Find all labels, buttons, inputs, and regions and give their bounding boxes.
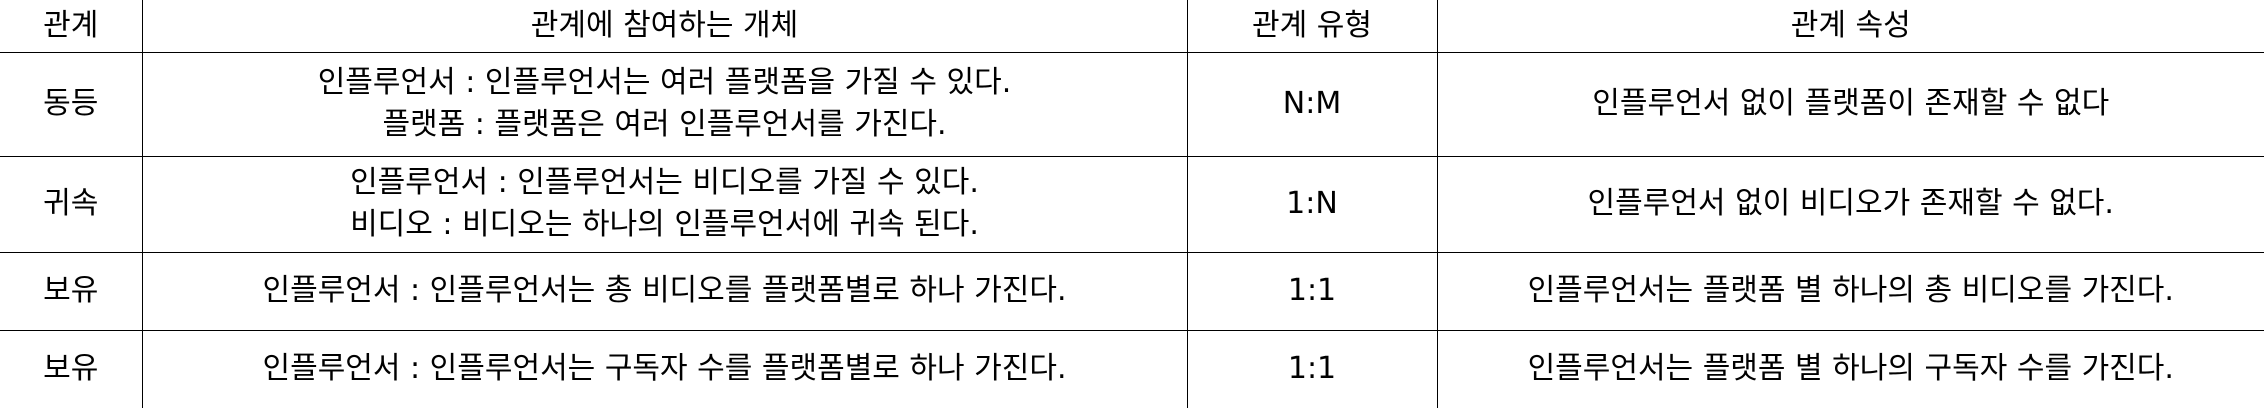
attribute-cell: 인플루언서는 플랫폼 별 하나의 총 비디오를 가진다. xyxy=(1436,251,2264,331)
header-entities: 관계에 참여하는 개체 xyxy=(141,0,1188,53)
entity-line: 인플루언서 : 인플루언서는 구독자 수를 플랫폼별로 하나 가진다. xyxy=(262,351,1067,387)
entity-line: 인플루언서 : 인플루언서는 비디오를 가질 수 있다. xyxy=(350,165,979,200)
type-cell: 1:1 xyxy=(1186,251,1438,331)
entity-line: 비디오 : 비디오는 하나의 인플루언서에 귀속 된다. xyxy=(350,207,979,242)
entities-cell: 인플루언서 : 인플루언서는 비디오를 가질 수 있다. 비디오 : 비디오는 … xyxy=(141,155,1188,253)
relation-cell: 보유 xyxy=(0,329,143,408)
header-attribute: 관계 속성 xyxy=(1436,0,2264,53)
entities-cell: 인플루언서 : 인플루언서는 여러 플랫폼을 가질 수 있다. 플랫폼 : 플랫… xyxy=(141,51,1188,157)
header-row: 관계 관계에 참여하는 개체 관계 유형 관계 속성 xyxy=(0,0,2264,53)
attribute-cell: 인플루언서는 플랫폼 별 하나의 구독자 수를 가진다. xyxy=(1436,329,2264,408)
type-cell: N:M xyxy=(1186,51,1438,157)
entities-cell: 인플루언서 : 인플루언서는 총 비디오를 플랫폼별로 하나 가진다. xyxy=(141,251,1188,331)
relation-cell: 동등 xyxy=(0,51,143,157)
attribute-cell: 인플루언서 없이 비디오가 존재할 수 없다. xyxy=(1436,155,2264,253)
table-row: 보유 인플루언서 : 인플루언서는 총 비디오를 플랫폼별로 하나 가진다. 1… xyxy=(0,251,2264,331)
entity-line: 인플루언서 : 인플루언서는 여러 플랫폼을 가질 수 있다. xyxy=(317,65,1012,100)
type-cell: 1:1 xyxy=(1186,329,1438,408)
table-row: 동등 인플루언서 : 인플루언서는 여러 플랫폼을 가질 수 있다. 플랫폼 :… xyxy=(0,51,2264,157)
header-type: 관계 유형 xyxy=(1186,0,1438,53)
relation-cell: 보유 xyxy=(0,251,143,331)
entity-line: 인플루언서 : 인플루언서는 총 비디오를 플랫폼별로 하나 가진다. xyxy=(262,273,1067,308)
table-row: 귀속 인플루언서 : 인플루언서는 비디오를 가질 수 있다. 비디오 : 비디… xyxy=(0,155,2264,253)
table-row: 보유 인플루언서 : 인플루언서는 구독자 수를 플랫폼별로 하나 가진다. 1… xyxy=(0,329,2264,408)
entities-cell: 인플루언서 : 인플루언서는 구독자 수를 플랫폼별로 하나 가진다. xyxy=(141,329,1188,408)
type-cell: 1:N xyxy=(1186,155,1438,253)
relation-cell: 귀속 xyxy=(0,155,143,253)
entity-line: 플랫폼 : 플랫폼은 여러 인플루언서를 가진다. xyxy=(382,107,947,142)
attribute-cell: 인플루언서 없이 플랫폼이 존재할 수 없다 xyxy=(1436,51,2264,157)
header-relation: 관계 xyxy=(0,0,143,53)
